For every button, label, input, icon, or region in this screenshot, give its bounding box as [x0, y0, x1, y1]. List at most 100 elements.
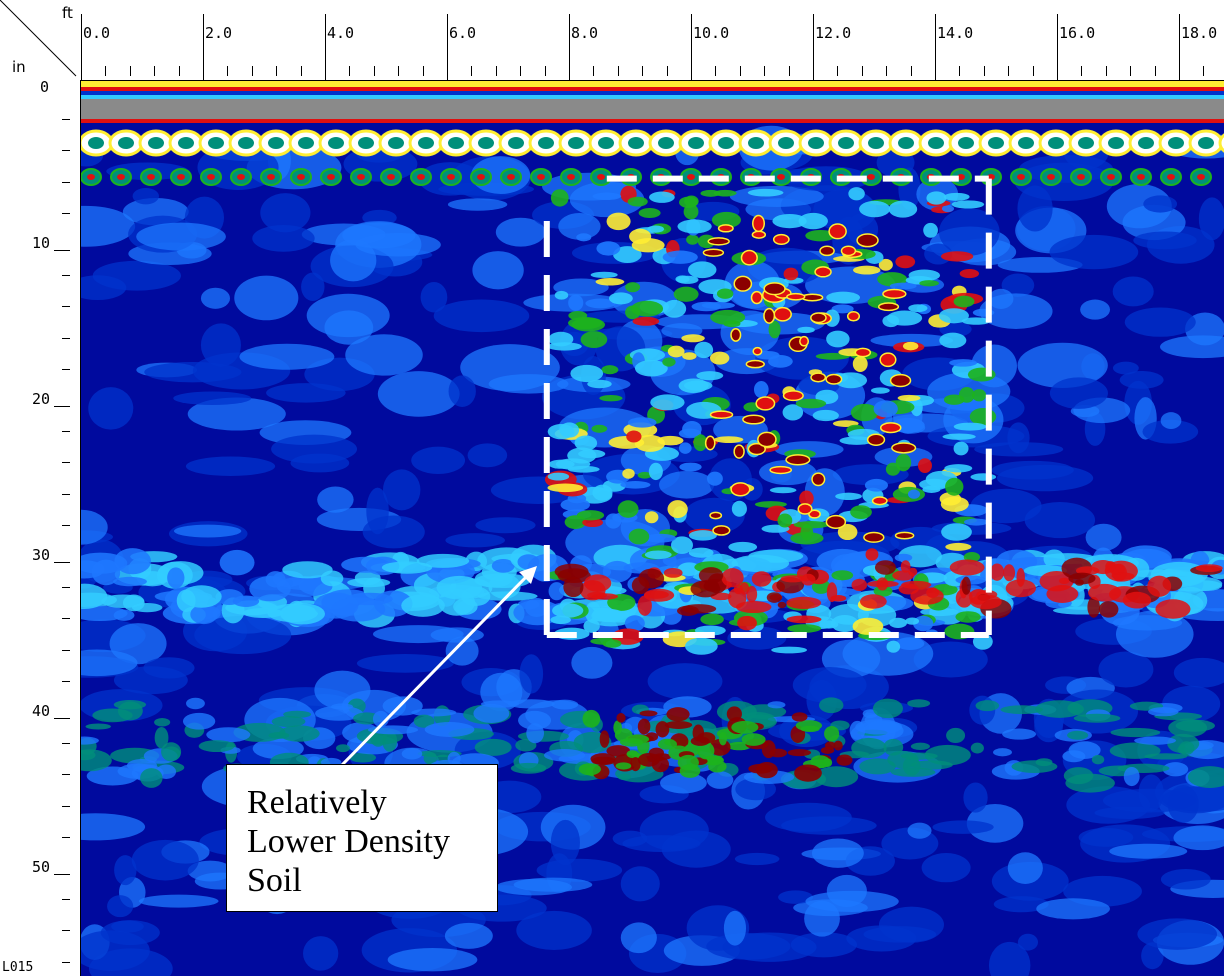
blue-speckle [100, 920, 160, 946]
anomaly-reflection [888, 200, 918, 218]
teal-band-speckle [413, 714, 435, 728]
blue-speckle [185, 456, 276, 476]
anomaly-reflection [895, 637, 925, 650]
surface-reflection-core [298, 137, 314, 149]
blue-speckle [1080, 299, 1111, 320]
x-minor-tick [154, 66, 156, 76]
cyan-band-speckle [282, 561, 333, 579]
deep-reflection-lower [615, 762, 632, 770]
anomaly-reflection [571, 317, 606, 332]
y-tick-label: 30 [32, 546, 51, 564]
cyan-band-speckle [190, 604, 218, 625]
anomaly-reflection [547, 342, 582, 351]
teal-band-speckle [1168, 718, 1208, 738]
blue-speckle [356, 654, 454, 673]
shallow-hyperbola-core [387, 174, 395, 180]
x-minor-tick [227, 66, 229, 76]
surface-reflection-core [88, 137, 104, 149]
anomaly-reflection [894, 553, 913, 562]
shallow-hyperbola-core [1047, 174, 1055, 180]
deep-reflection [1016, 567, 1025, 587]
anomaly-reflection [923, 222, 938, 238]
deep-reflection-lower [606, 745, 631, 757]
cyan-band-speckle [249, 576, 291, 602]
anomaly-reflection [679, 462, 702, 472]
anomaly-reflection [687, 261, 717, 279]
anomaly-reflection [747, 188, 784, 197]
strong-reflection [752, 346, 763, 356]
surface-blue-band [81, 91, 1224, 95]
teal-band-speckle [182, 712, 216, 730]
blue-speckle [495, 217, 546, 247]
blue-speckle [870, 333, 954, 348]
anomaly-reflection [585, 298, 616, 309]
deep-reflection-lower [718, 731, 728, 746]
blue-speckle [1085, 523, 1122, 552]
teal-band-speckle [1002, 728, 1037, 740]
ruler-corner: ft in [0, 0, 81, 81]
deep-reflection [1005, 579, 1036, 598]
deep-reflection-lower [616, 713, 626, 723]
x-minor-tick [1203, 66, 1205, 76]
surface-reflection-core [148, 137, 164, 149]
anomaly-reflection [681, 334, 705, 343]
anomaly-reflection [753, 380, 769, 399]
strong-reflection [825, 373, 843, 385]
deep-reflection-lower [787, 749, 812, 757]
blue-speckle [963, 782, 988, 813]
anomaly-reflection [622, 468, 635, 479]
y-major-tick [54, 406, 70, 407]
shallow-hyperbola-core [1107, 174, 1115, 180]
x-minor-tick [764, 66, 766, 76]
anomaly-reflection [650, 394, 685, 411]
anomaly-reflection [567, 447, 597, 464]
shallow-hyperbola-core [237, 174, 245, 180]
anomaly-reflection [683, 204, 699, 220]
blue-speckle [778, 890, 814, 904]
anomaly-reflection [560, 498, 591, 512]
anomaly-reflection [951, 200, 985, 209]
teal-band-speckle [161, 742, 182, 762]
blue-speckle [1007, 852, 1043, 884]
shallow-hyperbola-core [777, 174, 785, 180]
x-minor-tick [910, 66, 912, 76]
surface-gray-band [81, 99, 1224, 121]
anomaly-reflection [627, 196, 648, 207]
anomaly-reflection [596, 241, 621, 256]
deep-reflection [1195, 564, 1223, 573]
teal-band-speckle [92, 708, 133, 723]
cyan-band-speckle [898, 545, 943, 568]
blue-speckle [921, 853, 971, 883]
strong-reflection [825, 514, 847, 529]
blue-speckle [1142, 419, 1199, 444]
anomaly-reflection [953, 422, 987, 431]
blue-speckle [1078, 827, 1134, 847]
surface-reflection-core [568, 137, 584, 149]
blue-speckle [433, 299, 530, 333]
shallow-hyperbola-core [1137, 174, 1145, 180]
blue-speckle [81, 205, 136, 247]
teal-band-speckle [924, 744, 971, 766]
teal-band-speckle [1035, 700, 1084, 718]
surface-reflection-core [778, 137, 794, 149]
blue-speckle [420, 281, 448, 313]
anomaly-reflection [940, 496, 969, 512]
cyan-band-speckle [474, 570, 513, 588]
blue-speckle [1106, 184, 1172, 229]
teal-band-speckle [154, 726, 169, 749]
teal-band-speckle [473, 703, 510, 724]
y-minor-tick [62, 181, 70, 183]
anomaly-reflection [694, 341, 714, 359]
teal-band-speckle [887, 750, 919, 769]
anomaly-reflection [864, 478, 888, 492]
teal-band-speckle [543, 749, 586, 762]
y-tick-label: 10 [32, 234, 51, 252]
anomaly-reflection [907, 489, 921, 499]
cyan-band-speckle [347, 577, 391, 588]
teal-band-speckle [510, 762, 547, 774]
anomaly-reflection [797, 326, 815, 334]
anomaly-reflection [819, 620, 839, 629]
anomaly-reflection [592, 484, 613, 501]
cyan-band-speckle [381, 561, 433, 574]
anomaly-reflection [728, 541, 758, 553]
